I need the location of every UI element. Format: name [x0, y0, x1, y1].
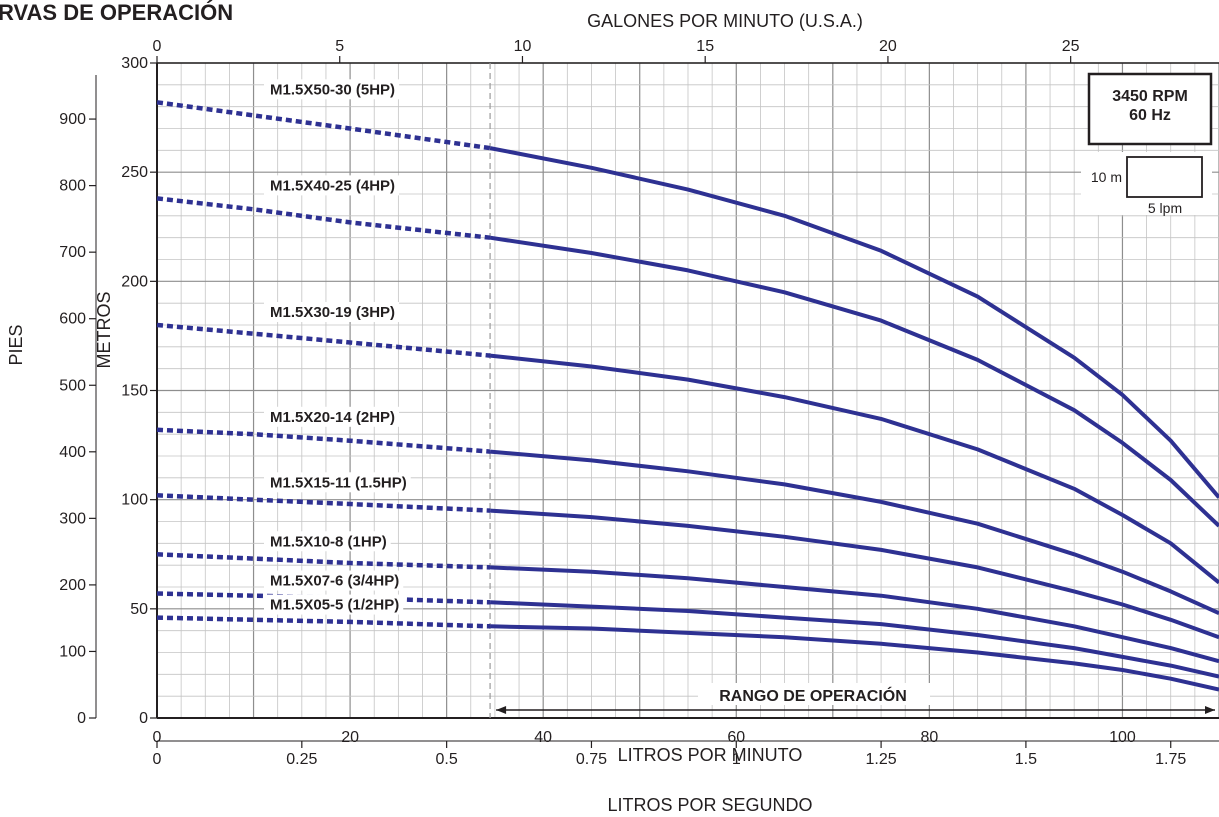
- y-tick-label: 50: [130, 601, 148, 618]
- feet-tick-label: 800: [59, 178, 86, 195]
- feet-tick-label: 500: [59, 377, 86, 394]
- grid: [156, 62, 1219, 719]
- series-label: M1.5X20-14 (2HP): [270, 409, 395, 426]
- feet-tick-label: 200: [59, 577, 86, 594]
- curves: [156, 100, 1219, 692]
- feet-tick-label: 700: [59, 244, 86, 261]
- curve-dotted-segment: [156, 100, 491, 151]
- series-label-bg: [264, 175, 400, 196]
- scale-vertical-label: 10 m: [1091, 169, 1122, 185]
- series-label: M1.5X05-5 (1/2HP): [270, 597, 399, 614]
- range-arrow-right-head: [1205, 706, 1215, 714]
- series-label-bg: [264, 594, 404, 615]
- gpm-tick-label: 0: [153, 38, 162, 55]
- lps-tick-label: 0.5: [436, 751, 458, 768]
- series-label-bg: [264, 472, 411, 493]
- gpm-tick-label: 20: [879, 38, 897, 55]
- curve-line: [489, 449, 1219, 616]
- lps-tick-label: 1.5: [1015, 751, 1037, 768]
- curve-line: [490, 600, 1219, 679]
- feet-axis-title: PIES: [6, 324, 26, 365]
- curve-line: [489, 353, 1219, 585]
- feet-tick-label: 0: [77, 710, 86, 727]
- gpm-tick-label: 25: [1062, 38, 1080, 55]
- y-tick-label: 150: [121, 383, 148, 400]
- range-label: RANGO DE OPERACIÓN: [719, 686, 907, 705]
- curve-line: [489, 235, 1219, 528]
- curve-line: [490, 565, 1219, 664]
- hz-text: 60 Hz: [1129, 107, 1171, 124]
- feet-tick-label: 600: [59, 311, 86, 328]
- series-labels: M1.5X50-30 (5HP) M1.5X40-25 (4HP) M1.5X30-…: [264, 79, 411, 615]
- y-tick-label: 200: [121, 273, 148, 290]
- scale-horizontal-label: 5 lpm: [1148, 200, 1182, 216]
- x-tick-label: 100: [1109, 729, 1136, 746]
- gpm-axis-title: GALONES POR MINUTO (U.S.A.): [587, 11, 863, 31]
- x-tick-label: 40: [534, 729, 552, 746]
- lps-tick-label: 0: [153, 751, 162, 768]
- curve-dotted-segment: [156, 322, 491, 358]
- series-label: M1.5X50-30 (5HP): [270, 81, 395, 98]
- series-label: M1.5X15-11 (1.5HP): [270, 474, 407, 491]
- curve-dotted-segment: [156, 493, 491, 513]
- curve-line: [489, 146, 1219, 499]
- lps-tick-label: 0.75: [576, 751, 607, 768]
- x-tick-label: 20: [341, 729, 359, 746]
- series-label: M1.5X40-25 (4HP): [270, 177, 395, 194]
- x-tick-label: 0: [153, 729, 162, 746]
- x-tick-label: 80: [920, 729, 938, 746]
- operating-range: RANGO DE OPERACIÓN: [496, 683, 1215, 714]
- curve-line: [489, 508, 1219, 640]
- rpm-text: 3450 RPM: [1112, 88, 1188, 105]
- range-arrow-left-head: [496, 706, 507, 714]
- scale-legend: 10 m 5 lpm: [1081, 152, 1212, 216]
- lps-axis-title: LITROS POR SEGUNDO: [607, 795, 812, 815]
- rpm-box: 3450 RPM 60 Hz: [1087, 72, 1213, 146]
- lps-tick-label: 0.25: [286, 751, 317, 768]
- feet-tick-label: 400: [59, 444, 86, 461]
- gpm-tick-label: 15: [696, 38, 714, 55]
- series-label: M1.5X30-19 (3HP): [270, 304, 395, 321]
- feet-tick-label: 300: [59, 510, 86, 527]
- meters-axis-title: METROS: [94, 291, 114, 368]
- curve-line: [490, 624, 1219, 692]
- curve-dotted-segment: [156, 427, 491, 454]
- series-label-bg: [264, 570, 404, 591]
- series-label-bg: [264, 531, 391, 552]
- curve-dotted-segment: [156, 552, 491, 570]
- lps-tick-label: 1: [732, 751, 741, 768]
- series-label-bg: [264, 79, 400, 100]
- gpm-tick-label: 10: [514, 38, 532, 55]
- y-tick-label: 300: [121, 55, 148, 72]
- feet-tick-label: 900: [59, 111, 86, 128]
- lps-tick-label: 1.75: [1155, 751, 1186, 768]
- chart-title: RVAS DE OPERACIÓN: [0, 0, 233, 25]
- series-label-bg: [264, 302, 400, 322]
- lpm-axis-title: LITROS POR MINUTO: [618, 745, 803, 765]
- feet-tick-label: 100: [59, 643, 86, 660]
- series-label-bg: [264, 406, 400, 427]
- y-tick-label: 100: [121, 492, 148, 509]
- x-tick-label: 60: [727, 729, 745, 746]
- curve-dotted-segment: [156, 615, 491, 629]
- y-tick-label: 250: [121, 164, 148, 181]
- y-tick-label: 0: [139, 710, 148, 727]
- series-label: M1.5X07-6 (3/4HP): [270, 573, 399, 590]
- series-label: M1.5X10-8 (1HP): [270, 533, 387, 550]
- curve-dotted-segment: [156, 196, 491, 240]
- lps-tick-label: 1.25: [866, 751, 897, 768]
- gpm-tick-label: 5: [335, 38, 344, 55]
